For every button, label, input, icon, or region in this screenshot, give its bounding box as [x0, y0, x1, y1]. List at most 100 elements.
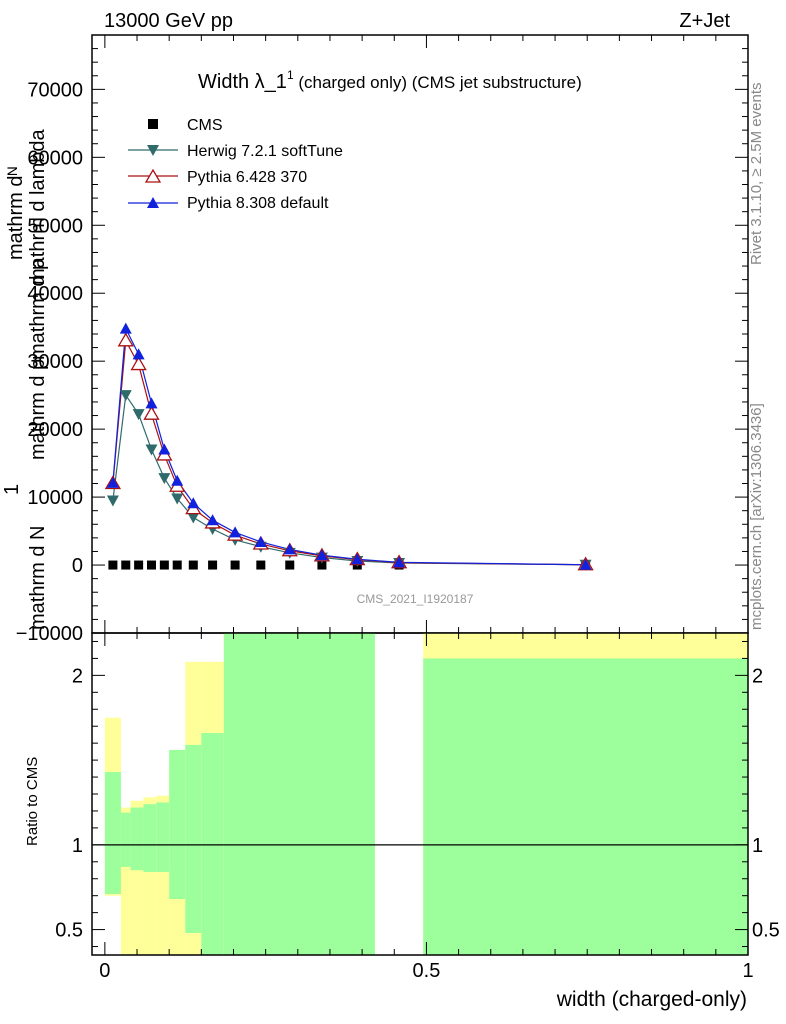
- legend-label-pythia8: Pythia 8.308 default: [187, 195, 329, 212]
- ratio-band-inner-bin-1: [120, 812, 131, 867]
- pythia8-point-12: [351, 553, 364, 565]
- x-tick-label-1: 0.5: [413, 960, 441, 982]
- y-axis-label: mathrm d N mathrm d p mathrm d lambda ma…: [1, 129, 49, 630]
- legend-marker-pythia8: [147, 197, 159, 208]
- legend-label-herwig: Herwig 7.2.1 softTune: [187, 143, 343, 160]
- ratio-band-inner-bin-4: [156, 802, 170, 872]
- y-tick-label-6: 50000: [27, 215, 83, 237]
- ratio-band-inner-bin-3: [143, 804, 157, 872]
- pythia8-point-6: [187, 497, 200, 509]
- ratio-plot-ticks: 0.5 0.5 1 1 2 2 0 0.5 1: [55, 633, 780, 982]
- ratio-plot-data: [92, 633, 748, 955]
- pythia8-point-4: [158, 443, 171, 455]
- x-tick-label-0: 0: [99, 960, 110, 982]
- ratio-band-outer-bin-1: [120, 807, 131, 955]
- header-energy-label: 13000 GeV pp: [104, 10, 233, 32]
- ratio-band-inner-bin-8: [223, 633, 375, 955]
- main-panel: −10000 0 10000 20000 30000 40000 50000 60000 700…: [1, 34, 749, 645]
- herwig-point-0: [106, 495, 119, 507]
- pythia8-line: [112, 326, 586, 566]
- y-axis-label-line-1: mathrm d N: [27, 526, 49, 630]
- pythia8-point-9: [254, 535, 267, 547]
- pythia6-point-1: [117, 332, 134, 347]
- y-axis-label-line-3: mathrm d lambda: [27, 129, 49, 285]
- y-tick-label-5: 40000: [27, 283, 83, 305]
- y-tick-label-1: 0: [72, 555, 83, 577]
- pythia8-point-3: [145, 397, 158, 409]
- legend: CMS Herwig 7.2.1 softTune Pythia 6.428 3…: [128, 117, 343, 212]
- pythia6-line: [112, 338, 586, 566]
- analysis-watermark: CMS_2021_I1920187: [357, 592, 474, 606]
- ratio-y-tick-label-right-1: 1: [752, 835, 763, 857]
- pythia8-point-14: [579, 558, 592, 570]
- y-axis-label-line-2: mathrm d p: [27, 359, 49, 460]
- cms-point-4: [159, 560, 169, 570]
- plot-title-main: Width λ_1: [198, 71, 287, 93]
- cms-point-7: [208, 560, 218, 570]
- ratio-band-inner-bin-2: [130, 807, 144, 871]
- y-tick-label-7: 60000: [27, 147, 83, 169]
- pythia8-point-11: [315, 549, 328, 561]
- ratio-y-tick-label-left-1: 1: [72, 835, 83, 857]
- plot-title: Width λ_11 (charged only) (CMS jet subst…: [198, 68, 582, 93]
- cms-point-2: [134, 560, 144, 570]
- main-plot-ticks: −10000 0 10000 20000 30000 40000 50000 60000 700…: [16, 35, 749, 645]
- herwig-point-6: [187, 512, 200, 524]
- cms-point-8: [230, 560, 240, 570]
- cms-point-0: [108, 560, 118, 570]
- x-axis-label: width (charged-only): [556, 988, 747, 1011]
- pythia8-point-1: [119, 322, 132, 334]
- pythia8-point-7: [206, 514, 219, 526]
- pythia8-point-13: [393, 556, 406, 568]
- cms-point-5: [172, 560, 182, 570]
- mcplots-label: mcplots.cern.ch [arXiv:1306.3436]: [748, 403, 765, 630]
- pythia8-point-0: [106, 476, 119, 488]
- ratio-y-tick-label-right-0: 0.5: [752, 920, 780, 942]
- ratio-band-inner-bin-5: [169, 749, 186, 900]
- rivet-version-label: Rivet 3.1.10, ≥ 2.5M events: [748, 83, 765, 266]
- cms-point-10: [285, 560, 295, 570]
- ratio-band-inner-bin-6: [185, 744, 202, 933]
- herwig-line: [112, 393, 586, 566]
- ratio-y-tick-label-right-2: 2: [752, 665, 763, 687]
- pythia6-point-2: [130, 356, 147, 371]
- herwig-point-4: [158, 473, 171, 485]
- pythia8-point-8: [229, 526, 242, 538]
- y-axis-label-line-4: mathrm dᴺ: [5, 167, 27, 260]
- plot-title-rest: (charged only) (CMS jet substructure): [294, 73, 582, 92]
- ratio-y-tick-label-left-0: 0.5: [55, 920, 83, 942]
- legend-label-pythia6: Pythia 6.428 370: [187, 169, 307, 186]
- legend-marker-pythia6: [144, 168, 162, 183]
- y-tick-label-2: 10000: [27, 487, 83, 509]
- y-axis-label-line-5: mathrm d p: [27, 259, 49, 360]
- main-plot-data: [104, 322, 594, 571]
- y-axis-label-line-6: 1: [1, 484, 23, 495]
- pythia8-point-5: [171, 474, 184, 486]
- ratio-band-inner-bin-0: [104, 771, 121, 894]
- pythia8-point-2: [132, 348, 145, 360]
- legend-marker-cms: [148, 119, 158, 129]
- pythia8-point-10: [283, 543, 296, 555]
- cms-point-1: [121, 560, 131, 570]
- herwig-point-2: [132, 409, 145, 421]
- cms-point-6: [188, 560, 198, 570]
- ratio-band-inner-bin-9: [423, 658, 748, 955]
- plot-title-sup: 1: [287, 68, 294, 82]
- x-tick-label-2: 1: [742, 960, 753, 982]
- ratio-y-tick-label-left-2: 2: [72, 665, 83, 687]
- herwig-point-5: [171, 493, 184, 505]
- cms-point-11: [317, 560, 327, 570]
- y-tick-label-3: 20000: [27, 419, 83, 441]
- cms-point-3: [146, 560, 156, 570]
- legend-marker-herwig: [147, 145, 159, 156]
- header-process-label: Z+Jet: [679, 10, 730, 32]
- y-tick-label-0: −10000: [16, 623, 83, 645]
- pythia6-point-3: [143, 405, 160, 420]
- herwig-point-3: [145, 444, 158, 456]
- legend-label-cms: CMS: [187, 117, 223, 134]
- y-tick-label-8: 70000: [27, 79, 83, 101]
- herwig-point-1: [119, 390, 132, 402]
- ratio-panel: 0.5 0.5 1 1 2 2 0 0.5 1 Ratio to CMS width (char…: [24, 632, 780, 1011]
- ratio-y-axis-label: Ratio to CMS: [24, 757, 41, 846]
